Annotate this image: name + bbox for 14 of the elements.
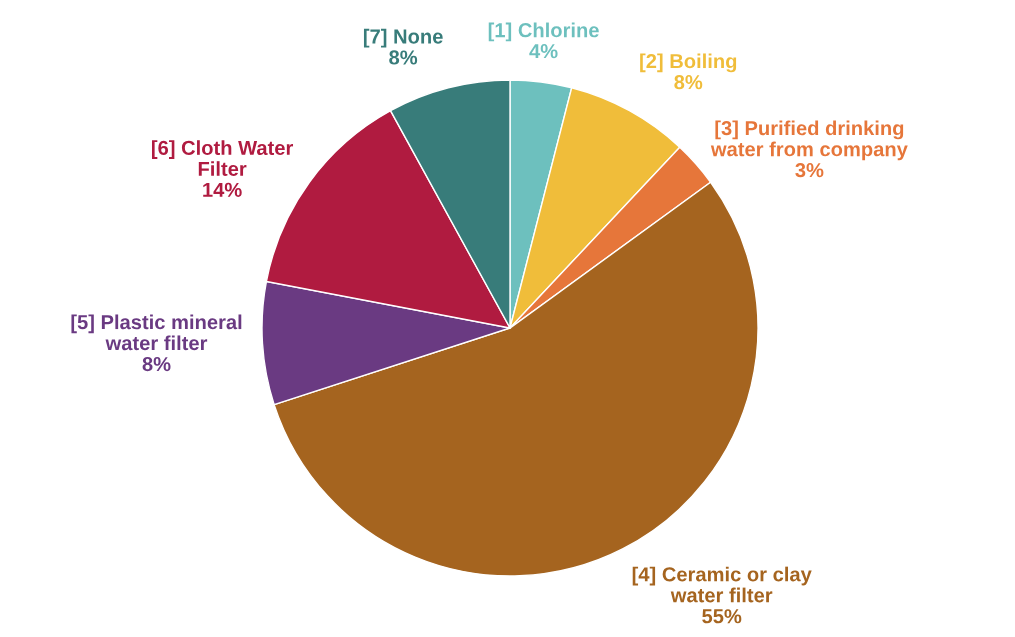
data-label: 4%	[529, 44, 558, 59]
slice-label: [3] Purified drinking water from company	[710, 120, 908, 161]
data-label: 8%	[142, 356, 171, 372]
slice-label: [7] None	[363, 28, 443, 48]
data-label: 8%	[674, 75, 703, 90]
slice-label: [5] Plastic mineral water filter	[71, 314, 242, 351]
data-label: 3%	[795, 163, 824, 178]
slice-label: [6] Cloth Water Filter	[152, 140, 294, 176]
slice-label: [2] Boiling	[640, 53, 737, 73]
data-label: 55%	[702, 609, 742, 624]
slice-label: [4] Ceramic or clay water filter	[632, 566, 812, 603]
slice-label: [1] Chlorine	[488, 22, 599, 42]
data-label: 8%	[389, 50, 418, 65]
data-label: 14%	[203, 182, 242, 197]
